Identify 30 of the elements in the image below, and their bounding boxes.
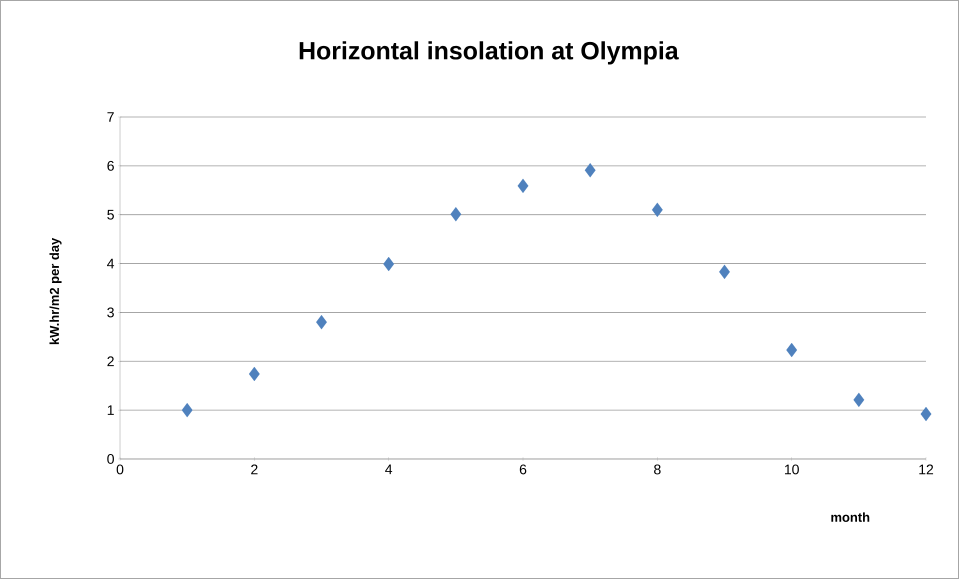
- point: [584, 163, 596, 178]
- y-tick-label: 4: [107, 258, 114, 268]
- y-tick-label: 3: [107, 307, 114, 318]
- point: [383, 256, 394, 272]
- x-tick-label: 10: [784, 464, 799, 474]
- y-axis-title: kW.hr/m2 per day: [49, 238, 62, 344]
- x-tick-label: 0: [116, 464, 124, 474]
- chart-title: Horizontal insolation at Olympia: [300, 41, 679, 64]
- x-tick-label: 12: [919, 464, 934, 474]
- y-tick-label: 7: [107, 112, 114, 122]
- point: [719, 264, 730, 280]
- x-tick-label: 8: [654, 464, 661, 474]
- point: [853, 392, 864, 408]
- point: [450, 207, 462, 222]
- y-tick-label: 6: [107, 160, 114, 171]
- x-axis-title: month: [831, 512, 870, 522]
- y-tick-label: 1: [108, 405, 114, 415]
- x-tick-label: 6: [520, 464, 526, 474]
- point: [920, 406, 932, 422]
- point: [786, 342, 798, 358]
- point: [652, 202, 663, 218]
- y-tick-label: 2: [107, 356, 114, 366]
- y-tick-label: 0: [107, 454, 114, 464]
- x-tick-label: 2: [251, 464, 258, 474]
- x-tick-label: 4: [385, 464, 392, 474]
- y-tick-label: 5: [107, 210, 114, 220]
- point: [518, 178, 528, 194]
- point: [182, 402, 193, 418]
- point: [316, 314, 327, 330]
- point: [248, 366, 260, 382]
